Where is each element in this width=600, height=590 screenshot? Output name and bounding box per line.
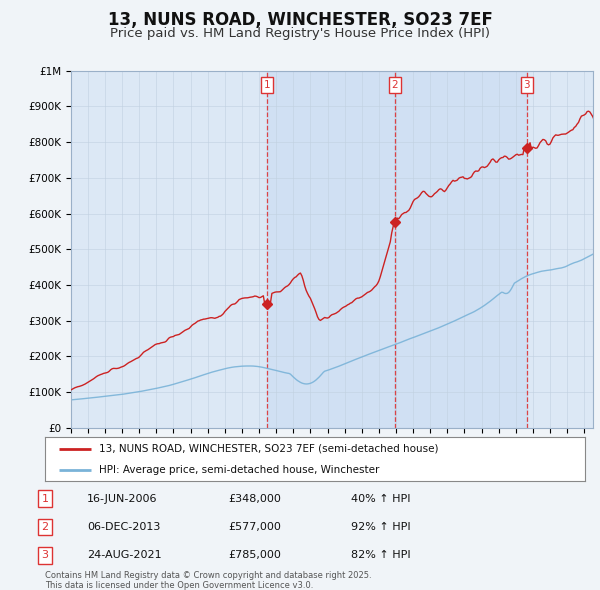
Text: 24-AUG-2021: 24-AUG-2021 (87, 550, 161, 560)
Text: 06-DEC-2013: 06-DEC-2013 (87, 522, 160, 532)
Text: 82% ↑ HPI: 82% ↑ HPI (351, 550, 410, 560)
Text: 2: 2 (41, 522, 49, 532)
Bar (267, 71, 395, 428)
Text: HPI: Average price, semi-detached house, Winchester: HPI: Average price, semi-detached house,… (99, 465, 379, 475)
Text: 3: 3 (41, 550, 49, 560)
Text: 2: 2 (391, 80, 398, 90)
Text: 1: 1 (263, 80, 270, 90)
Text: 3: 3 (523, 80, 530, 90)
Text: 40% ↑ HPI: 40% ↑ HPI (351, 494, 410, 503)
Text: £785,000: £785,000 (228, 550, 281, 560)
Text: This data is licensed under the Open Government Licence v3.0.: This data is licensed under the Open Gov… (45, 581, 313, 589)
Text: 13, NUNS ROAD, WINCHESTER, SO23 7EF: 13, NUNS ROAD, WINCHESTER, SO23 7EF (107, 11, 493, 29)
Text: 13, NUNS ROAD, WINCHESTER, SO23 7EF (semi-detached house): 13, NUNS ROAD, WINCHESTER, SO23 7EF (sem… (99, 444, 439, 454)
Text: £577,000: £577,000 (228, 522, 281, 532)
Text: 92% ↑ HPI: 92% ↑ HPI (351, 522, 410, 532)
Text: 1: 1 (41, 494, 49, 503)
Text: £348,000: £348,000 (228, 494, 281, 503)
Text: Price paid vs. HM Land Registry's House Price Index (HPI): Price paid vs. HM Land Registry's House … (110, 27, 490, 40)
Text: Contains HM Land Registry data © Crown copyright and database right 2025.: Contains HM Land Registry data © Crown c… (45, 571, 371, 580)
Text: 16-JUN-2006: 16-JUN-2006 (87, 494, 157, 503)
Bar (395, 71, 527, 428)
